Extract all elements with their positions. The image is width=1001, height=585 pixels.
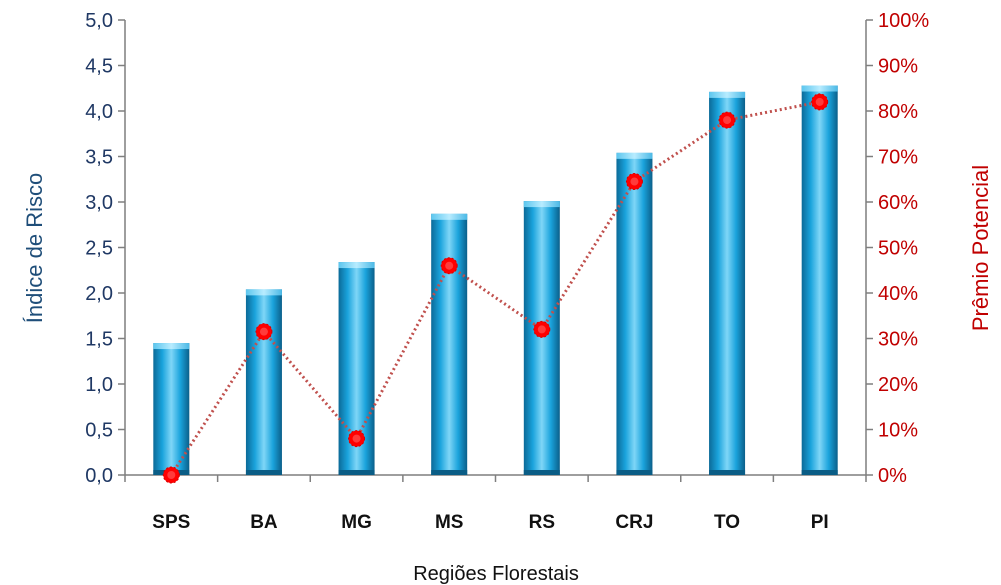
y-axis-title-left: Índice de Risco (22, 173, 47, 323)
left-tick-label: 2,0 (85, 283, 113, 305)
right-tick-label: 40% (878, 283, 918, 305)
category-label: BA (250, 512, 278, 533)
right-tick-label: 70% (878, 147, 918, 169)
left-tick-label: 0,5 (85, 420, 113, 442)
category-label: CRJ (615, 512, 653, 533)
bar-base (801, 470, 838, 475)
left-axis-ticks: 0,0 0,5 1,0 1,5 2,0 2,5 3,0 3,5 4,0 4,5 5,0 (85, 10, 125, 487)
bar-cap (801, 85, 838, 92)
bar-body (245, 289, 282, 475)
bar-body (801, 85, 838, 476)
bar-cap (153, 343, 190, 350)
right-tick-label: 60% (878, 192, 918, 214)
right-tick-label: 20% (878, 374, 918, 396)
point-marker-core (723, 116, 732, 125)
left-tick-label: 4,0 (85, 101, 113, 123)
left-tick-label: 1,0 (85, 374, 113, 396)
left-tick-label: 3,5 (85, 147, 113, 169)
bar-body (153, 343, 190, 475)
bar-body (523, 201, 560, 475)
left-tick-label: 1,5 (85, 329, 113, 351)
point-marker-core (630, 177, 639, 186)
bar-base (431, 470, 468, 475)
category-label: RS (529, 512, 555, 533)
point-pi (811, 93, 829, 111)
bar-series (153, 85, 838, 476)
point-marker-core (352, 434, 361, 443)
bar-body (616, 152, 653, 476)
bar-body (709, 91, 746, 475)
right-axis-ticks: 0% 10% 20% 30% 40% 50% 60% 70% 80% 90% 100% (866, 10, 929, 487)
point-rs (533, 320, 551, 338)
bar-ms (431, 213, 468, 475)
bar-base (338, 470, 375, 475)
bar-base (523, 470, 560, 475)
category-label: SPS (152, 512, 190, 533)
bar-base (245, 470, 282, 475)
line-series (162, 93, 829, 484)
category-label: TO (714, 512, 740, 533)
point-marker-core (537, 325, 546, 334)
point-crj (625, 173, 643, 191)
point-mg (348, 430, 366, 448)
bar-base (709, 470, 746, 475)
point-marker-core (445, 261, 454, 270)
category-label: MS (435, 512, 464, 533)
right-tick-label: 80% (878, 101, 918, 123)
point-ba (255, 323, 273, 341)
bar-pi (801, 85, 838, 476)
left-tick-label: 0,0 (85, 465, 113, 487)
point-marker-core (815, 97, 824, 106)
right-tick-label: 10% (878, 420, 918, 442)
point-marker-core (167, 471, 176, 479)
point-sps (162, 466, 180, 484)
right-tick-label: 90% (878, 56, 918, 78)
category-label: MG (341, 512, 372, 533)
right-tick-label: 30% (878, 329, 918, 351)
bar-body (431, 213, 468, 475)
x-axis-title: Regiões Florestais (413, 563, 579, 585)
point-to (718, 111, 736, 129)
bar-cap (709, 91, 746, 98)
bar-cap (338, 262, 375, 269)
bar-to (709, 91, 746, 475)
bar-ba (245, 289, 282, 475)
category-labels: SPS BA MG MS RS CRJ TO PI (152, 512, 828, 533)
bar-cap (431, 213, 468, 220)
left-tick-label: 5,0 (85, 10, 113, 32)
x-axis-ticks (124, 475, 867, 482)
bar-crj (616, 152, 653, 476)
left-tick-label: 3,0 (85, 192, 113, 214)
point-marker-core (259, 327, 268, 336)
bar-cap (245, 289, 282, 296)
category-label: PI (811, 512, 829, 533)
right-tick-label: 100% (878, 10, 929, 32)
left-tick-label: 2,5 (85, 238, 113, 260)
point-ms (440, 257, 458, 275)
right-tick-label: 0% (878, 465, 907, 487)
y-axis-title-right: Prêmio Potencial (968, 165, 993, 331)
bar-cap (523, 201, 560, 208)
bar-base (616, 470, 653, 475)
bar-rs (523, 201, 560, 475)
left-tick-label: 4,5 (85, 56, 113, 78)
right-tick-label: 50% (878, 238, 918, 260)
bar-cap (616, 152, 653, 159)
bar-sps (153, 343, 190, 475)
